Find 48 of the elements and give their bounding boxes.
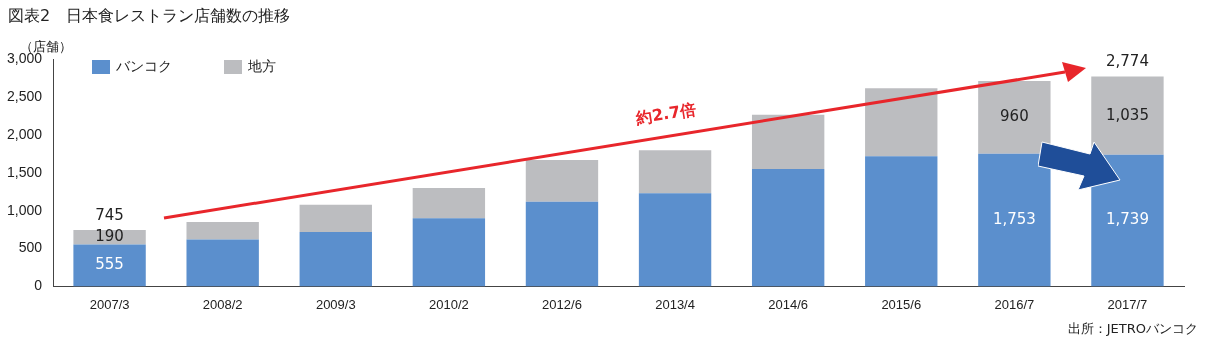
- y-tick-label: 1,000: [6, 201, 43, 218]
- x-tick-label: 2008/2: [202, 296, 243, 312]
- x-tick-label: 2009/3: [315, 296, 356, 312]
- annotation: 約2.7倍: [634, 99, 698, 130]
- x-tick-label: 2013/4: [655, 296, 695, 312]
- bar: [865, 88, 938, 157]
- bar: [412, 218, 486, 287]
- bar: [525, 201, 599, 287]
- x-tick-label: 2010/2: [428, 296, 469, 312]
- bar: [73, 244, 146, 287]
- x-tick-label: 2017/7: [1107, 296, 1148, 312]
- bar: [865, 156, 938, 287]
- bar: [412, 188, 486, 219]
- data-label: 1,753: [992, 209, 1036, 228]
- total-label: 745: [95, 205, 124, 224]
- bar: [638, 150, 712, 194]
- text: 出所：JETROバンコク: [1067, 320, 1198, 338]
- data-label: 960: [1000, 107, 1029, 126]
- legend-label: バンコク: [116, 58, 172, 76]
- bar: [638, 193, 712, 287]
- bar: [751, 169, 825, 287]
- bar: [978, 153, 1051, 287]
- data-label: 190: [95, 227, 124, 246]
- bar: [1091, 154, 1164, 287]
- x-tick-label: 2015/6: [881, 296, 922, 312]
- y-tick-label: 1,500: [6, 163, 43, 180]
- x-tick-label: 2007/3: [89, 296, 130, 312]
- total-label: 2,774: [1105, 52, 1149, 71]
- data-label: 1,035: [1105, 105, 1149, 124]
- legend-label: 地方: [248, 58, 276, 76]
- data-label: 1,739: [1105, 210, 1149, 229]
- x-tick-label: 2012/6: [542, 296, 582, 312]
- bar: [299, 204, 372, 232]
- bar: [751, 114, 825, 170]
- data-label: 555: [95, 255, 124, 274]
- bar: [525, 160, 599, 202]
- bar: [186, 239, 259, 287]
- bar: [186, 222, 259, 240]
- bar: [299, 231, 372, 287]
- bar: [978, 81, 1051, 154]
- y-tick-label: 2,000: [6, 125, 43, 142]
- chart-title: 図表2 日本食レストラン店舗数の推移: [8, 6, 291, 27]
- y-tick-label: 0: [34, 277, 43, 294]
- bar: [1091, 76, 1164, 155]
- y-tick-label: 500: [18, 239, 43, 256]
- x-tick-label: 2014/6: [768, 296, 809, 312]
- x-tick-label: 2016/7: [994, 296, 1035, 312]
- y-tick-label: 2,500: [6, 88, 43, 105]
